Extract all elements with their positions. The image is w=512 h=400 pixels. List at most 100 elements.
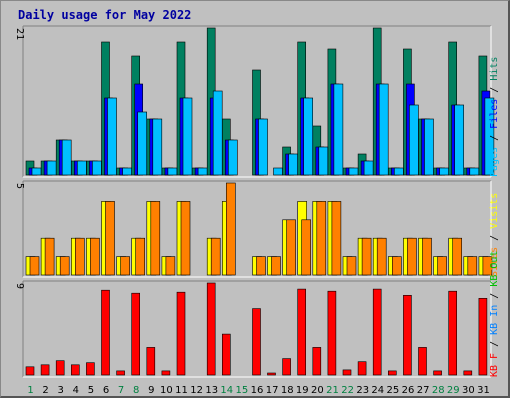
bar-sites-day-21 bbox=[331, 201, 342, 276]
legend-entry-sites: Sites bbox=[489, 247, 500, 277]
bar-pages-day-9 bbox=[152, 118, 163, 176]
day-label-11: 11 bbox=[175, 385, 188, 396]
bar-sites-day-30 bbox=[467, 256, 478, 276]
bar-sites-day-13 bbox=[210, 237, 221, 276]
bar-sites-day-11 bbox=[180, 201, 191, 276]
day-label-20: 20 bbox=[311, 385, 324, 396]
bar-sites-day-28 bbox=[437, 256, 447, 276]
bar-pages-day-17 bbox=[273, 167, 283, 176]
bar-pages-day-7 bbox=[122, 167, 132, 176]
bar-kb-f-day-18 bbox=[282, 358, 291, 376]
bar-sites-day-14 bbox=[226, 182, 236, 276]
bar-pages-day-12 bbox=[197, 167, 208, 176]
legend-entry-hits: Hits bbox=[489, 57, 500, 87]
bar-sites-day-10 bbox=[165, 256, 176, 276]
bar-kb-f-day-11 bbox=[176, 291, 186, 376]
bar-sites-day-7 bbox=[120, 256, 130, 276]
bar-sites-day-5 bbox=[90, 237, 100, 276]
day-label-31: 31 bbox=[477, 385, 490, 396]
bar-kb-f-day-7 bbox=[116, 370, 125, 376]
legend-entry--: / bbox=[489, 135, 500, 147]
panel-ymax-label: 9 bbox=[14, 283, 25, 289]
day-label-3: 3 bbox=[58, 385, 64, 396]
bar-kb-f-day-22 bbox=[342, 369, 352, 376]
bar-sites-day-25 bbox=[391, 256, 402, 276]
legend-entry-kb-in: KB In bbox=[489, 305, 500, 341]
bar-pages-day-11 bbox=[182, 97, 193, 176]
day-label-4: 4 bbox=[73, 385, 79, 396]
day-label-8: 8 bbox=[133, 385, 139, 396]
bar-pages-day-22 bbox=[348, 167, 359, 176]
bar-pages-day-13 bbox=[212, 90, 223, 176]
panel-ymax-label: 21 bbox=[14, 28, 25, 40]
bar-kb-f-day-10 bbox=[161, 370, 171, 376]
day-label-6: 6 bbox=[103, 385, 109, 396]
bar-pages-day-10 bbox=[167, 167, 178, 176]
bar-pages-day-29 bbox=[454, 104, 465, 176]
legend-entry--: / bbox=[489, 87, 500, 99]
day-label-2: 2 bbox=[42, 385, 48, 396]
panels-layer: 21 5 9 bbox=[14, 25, 495, 378]
bar-kb-f-day-23 bbox=[357, 361, 367, 376]
day-label-28: 28 bbox=[432, 385, 445, 396]
day-label-27: 27 bbox=[417, 385, 430, 396]
bar-sites-day-31 bbox=[482, 256, 493, 276]
bar-pages-day-26 bbox=[409, 104, 419, 176]
bar-pages-day-20 bbox=[318, 146, 329, 176]
bar-kb-f-day-19 bbox=[297, 288, 307, 376]
day-label-15: 15 bbox=[236, 385, 249, 396]
legend-entry-files: Files bbox=[489, 99, 500, 135]
bar-pages-day-23 bbox=[363, 160, 374, 176]
legend-entry-pages: Pages bbox=[489, 147, 500, 177]
day-label-29: 29 bbox=[447, 385, 460, 396]
bar-sites-day-20 bbox=[316, 201, 327, 276]
bar-kb-f-day-25 bbox=[387, 370, 397, 376]
panel-middle: 5 bbox=[14, 180, 493, 278]
bar-kb-f-day-3 bbox=[55, 360, 65, 376]
bar-kb-f-day-17 bbox=[267, 372, 276, 376]
legend-top: Pages / Files / Hits bbox=[489, 57, 500, 177]
bar-kb-f-day-28 bbox=[433, 370, 442, 376]
day-label-9: 9 bbox=[148, 385, 154, 396]
bar-pages-day-31 bbox=[484, 97, 495, 176]
legend-bottom: KB F / KB In / KB Out bbox=[489, 251, 500, 377]
legend-entry--: / bbox=[489, 235, 500, 247]
legend-entry-kb-f: KB F bbox=[489, 353, 500, 377]
bar-pages-day-19 bbox=[303, 97, 314, 176]
bar-pages-day-1 bbox=[31, 167, 42, 176]
bar-sites-day-6 bbox=[105, 201, 115, 276]
bar-sites-day-24 bbox=[376, 237, 387, 276]
bar-pages-day-28 bbox=[439, 167, 449, 176]
bar-sites-day-18 bbox=[286, 219, 296, 276]
bar-pages-day-3 bbox=[61, 139, 72, 176]
day-label-12: 12 bbox=[190, 385, 203, 396]
bar-sites-day-19 bbox=[301, 219, 312, 276]
bar-pages-day-25 bbox=[393, 167, 404, 176]
bar-kb-f-day-1 bbox=[25, 366, 35, 376]
bar-kb-f-day-31 bbox=[478, 297, 488, 376]
day-label-26: 26 bbox=[402, 385, 415, 396]
bar-sites-day-9 bbox=[150, 201, 161, 276]
bar-kb-f-day-4 bbox=[71, 364, 80, 376]
bar-pages-day-8 bbox=[137, 111, 147, 176]
bar-kb-f-day-21 bbox=[327, 290, 337, 376]
bar-pages-day-6 bbox=[107, 97, 117, 176]
day-label-25: 25 bbox=[387, 385, 400, 396]
panel-bottom: 9 bbox=[14, 280, 492, 378]
bar-kb-f-day-26 bbox=[403, 294, 412, 376]
bar-pages-day-5 bbox=[92, 160, 102, 176]
day-label-5: 5 bbox=[88, 385, 94, 396]
bar-sites-day-27 bbox=[422, 237, 432, 276]
day-label-23: 23 bbox=[356, 385, 369, 396]
bar-sites-day-16 bbox=[256, 256, 266, 276]
bar-kb-f-day-20 bbox=[312, 347, 322, 376]
day-label-21: 21 bbox=[326, 385, 339, 396]
day-label-13: 13 bbox=[205, 385, 218, 396]
bar-pages-day-24 bbox=[378, 83, 389, 176]
bar-kb-f-day-16 bbox=[252, 308, 261, 376]
bar-kb-f-day-30 bbox=[463, 370, 473, 376]
day-label-16: 16 bbox=[251, 385, 264, 396]
legend-entry--: / bbox=[489, 341, 500, 353]
